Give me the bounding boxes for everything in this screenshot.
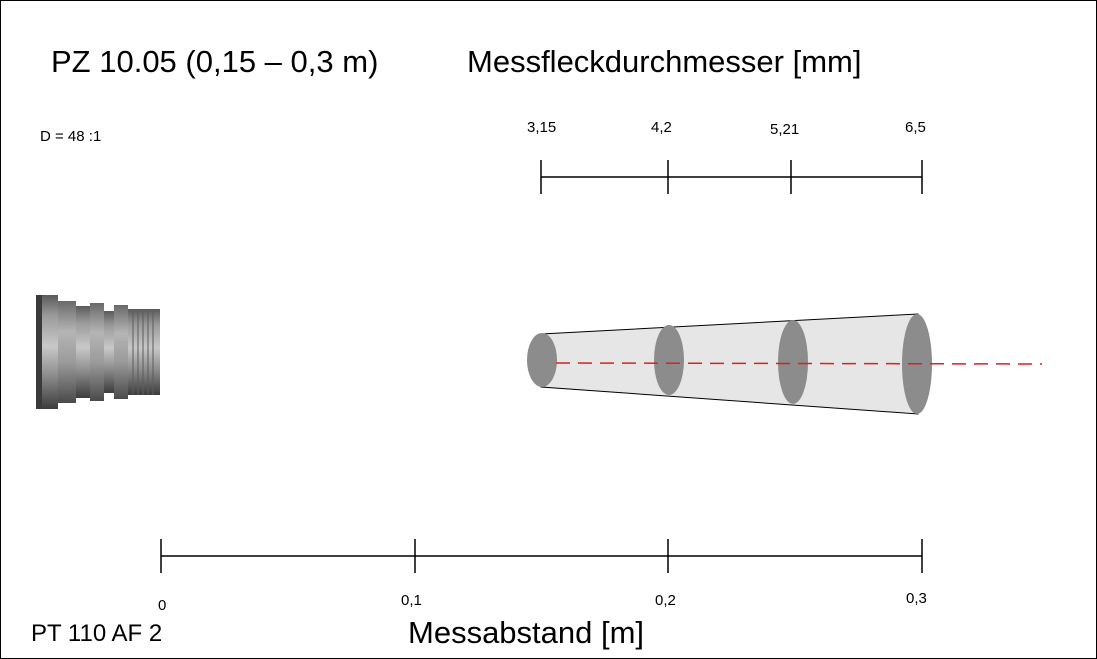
spot-diameter-label: 5,21 [770,121,800,138]
spot-diameter-label: 3,15 [527,119,557,136]
ratio-label: D = 48 :1 [40,128,102,145]
spot-scale [540,160,923,194]
distance-tick-label: 0,2 [655,592,676,609]
distance-tick-label: 0,1 [401,592,422,609]
device-label: PT 110 AF 2 [31,620,163,647]
spot-ellipse [778,320,808,404]
diagram-title: PZ 10.05 (0,15 – 0,3 m) [51,44,379,79]
spot-ellipse [654,325,684,395]
distance-scale [160,539,923,573]
spot-diameter-label: 4,2 [651,119,672,136]
distance-tick-label: 0 [158,597,167,614]
spot-axis-title: Messfleckdurchmesser [mm] [467,44,862,79]
spot-diameter-label: 6,5 [905,119,926,136]
pyrometer-sensor-icon [36,295,160,409]
optical-axis [555,362,1043,365]
distance-axis-title: Messabstand [m] [408,615,645,650]
spot-ellipse [527,333,557,387]
distance-tick-label: 0,3 [906,590,927,607]
